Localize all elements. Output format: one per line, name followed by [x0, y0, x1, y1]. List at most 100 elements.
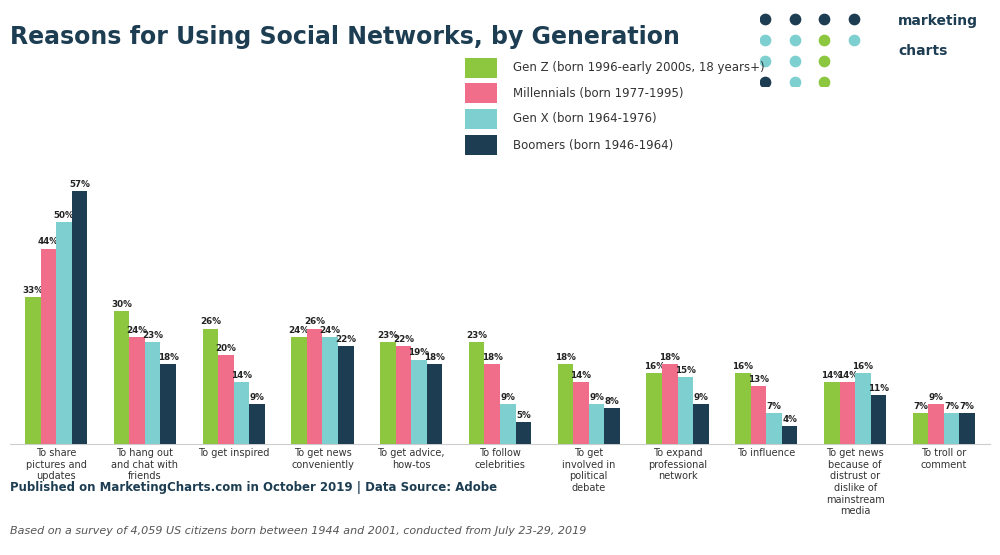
Text: marketing: marketing — [898, 14, 978, 28]
Text: 9%: 9% — [693, 393, 708, 402]
Bar — [959, 413, 975, 444]
Text: 16%: 16% — [644, 362, 665, 371]
Bar — [913, 413, 928, 444]
Point — [846, 36, 862, 44]
Text: 50%: 50% — [54, 211, 74, 220]
Bar — [766, 413, 782, 444]
Bar — [662, 364, 678, 444]
Text: 22%: 22% — [335, 335, 356, 344]
Bar — [160, 364, 176, 444]
Point — [816, 36, 832, 44]
Bar — [484, 364, 500, 444]
FancyBboxPatch shape — [465, 83, 497, 103]
Bar — [944, 413, 959, 444]
Text: 9%: 9% — [500, 393, 515, 402]
Point — [757, 57, 773, 65]
Bar — [307, 329, 322, 444]
Point — [846, 15, 862, 24]
Bar — [855, 373, 871, 444]
Bar — [396, 346, 411, 444]
Bar — [203, 329, 218, 444]
Text: 16%: 16% — [852, 362, 873, 371]
Text: 9%: 9% — [589, 393, 604, 402]
Text: 33%: 33% — [22, 286, 43, 295]
Bar — [500, 404, 516, 444]
Text: 22%: 22% — [393, 335, 414, 344]
Bar — [338, 346, 354, 444]
Bar — [56, 222, 72, 444]
Point — [816, 15, 832, 24]
Bar — [469, 342, 484, 444]
Bar — [604, 408, 620, 444]
Text: Boomers (born 1946-1964): Boomers (born 1946-1964) — [513, 139, 673, 152]
Bar — [380, 342, 396, 444]
Bar — [589, 404, 604, 444]
Text: 13%: 13% — [748, 375, 769, 384]
Text: 11%: 11% — [868, 384, 889, 393]
Text: Gen Z (born 1996-early 2000s, 18 years+): Gen Z (born 1996-early 2000s, 18 years+) — [513, 61, 765, 74]
Text: 7%: 7% — [913, 402, 928, 411]
Bar — [782, 426, 797, 444]
Text: 18%: 18% — [659, 353, 680, 362]
Text: 7%: 7% — [944, 402, 959, 411]
Point — [786, 57, 802, 65]
Text: 8%: 8% — [605, 397, 619, 406]
Text: 57%: 57% — [69, 180, 90, 189]
Point — [786, 36, 802, 44]
Text: 20%: 20% — [215, 344, 236, 353]
Text: 24%: 24% — [289, 326, 310, 335]
Text: 26%: 26% — [304, 317, 325, 326]
Text: charts: charts — [898, 44, 947, 58]
Text: 18%: 18% — [158, 353, 179, 362]
Bar — [678, 377, 693, 444]
Text: 19%: 19% — [408, 349, 429, 357]
Text: 5%: 5% — [516, 411, 531, 420]
Text: 24%: 24% — [320, 326, 341, 335]
Text: 7%: 7% — [960, 402, 975, 411]
Bar — [411, 360, 427, 444]
Bar — [218, 355, 234, 444]
Text: 23%: 23% — [466, 331, 487, 340]
Text: 18%: 18% — [424, 353, 445, 362]
Bar — [751, 386, 766, 444]
Bar — [291, 337, 307, 444]
Text: 14%: 14% — [571, 371, 592, 380]
Bar — [871, 395, 886, 444]
Bar — [693, 404, 709, 444]
Bar — [928, 404, 944, 444]
Point — [816, 77, 832, 86]
Bar — [249, 404, 265, 444]
Point — [757, 15, 773, 24]
Text: 23%: 23% — [142, 331, 163, 340]
Text: 9%: 9% — [929, 393, 944, 402]
Bar — [840, 382, 855, 444]
Text: 14%: 14% — [821, 371, 842, 380]
Bar — [646, 373, 662, 444]
Text: 44%: 44% — [38, 238, 59, 246]
Text: 23%: 23% — [377, 331, 398, 340]
Text: 14%: 14% — [837, 371, 858, 380]
Point — [786, 15, 802, 24]
Text: Based on a survey of 4,059 US citizens born between 1944 and 2001, conducted fro: Based on a survey of 4,059 US citizens b… — [10, 526, 586, 537]
Text: 4%: 4% — [782, 415, 797, 424]
Point — [757, 77, 773, 86]
Text: Millennials (born 1977-1995): Millennials (born 1977-1995) — [513, 87, 684, 100]
Point — [786, 77, 802, 86]
Text: 9%: 9% — [250, 393, 264, 402]
Text: 18%: 18% — [555, 353, 576, 362]
Text: 14%: 14% — [231, 371, 252, 380]
Bar — [735, 373, 751, 444]
Bar — [824, 382, 840, 444]
Text: 26%: 26% — [200, 317, 221, 326]
Text: 30%: 30% — [111, 300, 132, 309]
Point — [757, 36, 773, 44]
Text: 16%: 16% — [733, 362, 754, 371]
Bar — [72, 191, 87, 444]
Bar — [427, 364, 442, 444]
Bar — [129, 337, 145, 444]
Text: 24%: 24% — [127, 326, 148, 335]
Text: 7%: 7% — [767, 402, 782, 411]
Text: 18%: 18% — [482, 353, 503, 362]
Bar — [145, 342, 160, 444]
Bar — [573, 382, 589, 444]
